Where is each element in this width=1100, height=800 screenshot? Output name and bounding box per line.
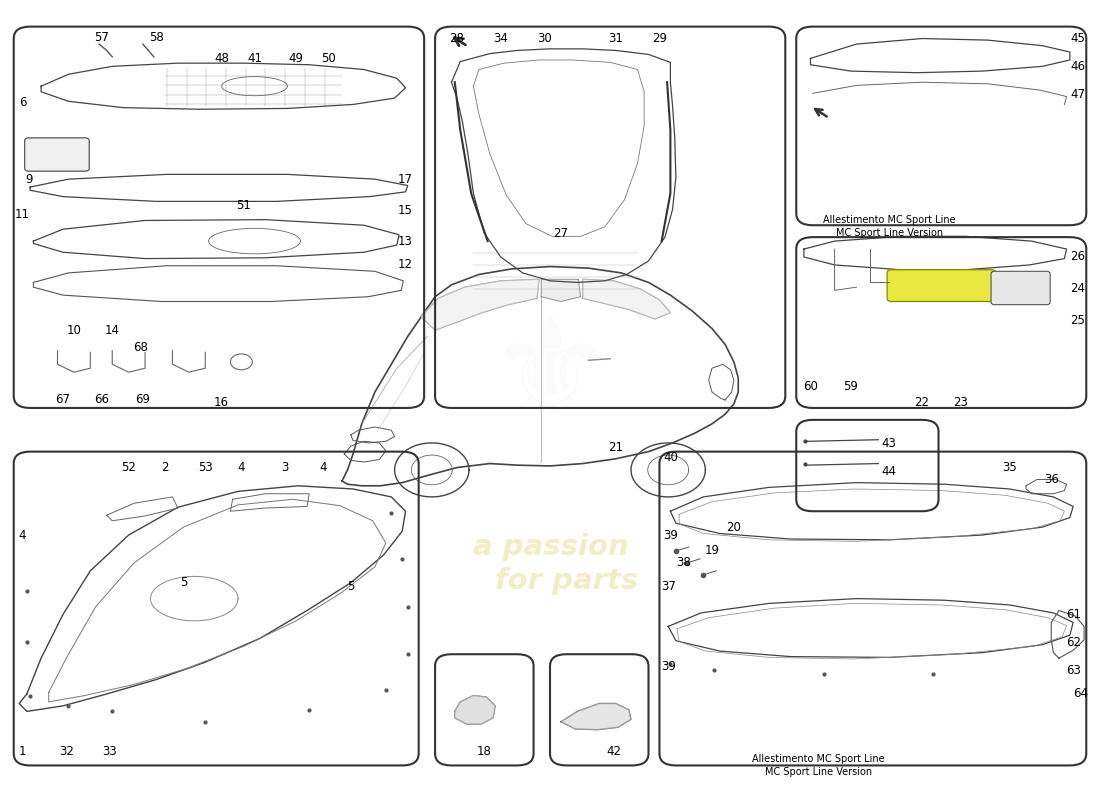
Text: 60: 60 bbox=[803, 380, 818, 393]
Text: 39: 39 bbox=[661, 660, 675, 673]
Text: 36: 36 bbox=[1044, 473, 1058, 486]
Text: 24: 24 bbox=[1070, 282, 1085, 295]
Text: 37: 37 bbox=[661, 580, 675, 593]
Text: 66: 66 bbox=[94, 394, 109, 406]
Text: 15: 15 bbox=[398, 205, 412, 218]
Text: 47: 47 bbox=[1070, 88, 1085, 101]
Text: 42: 42 bbox=[606, 745, 621, 758]
Polygon shape bbox=[583, 279, 670, 319]
Text: Allestimento MC Sport Line
MC Sport Line Version: Allestimento MC Sport Line MC Sport Line… bbox=[823, 215, 956, 238]
Text: 14: 14 bbox=[104, 323, 120, 337]
Text: 26: 26 bbox=[1070, 250, 1085, 263]
Text: 67: 67 bbox=[55, 394, 70, 406]
Text: 40: 40 bbox=[663, 450, 678, 464]
Text: 38: 38 bbox=[676, 556, 691, 570]
Text: 2: 2 bbox=[161, 461, 168, 474]
Text: 12: 12 bbox=[398, 258, 412, 271]
Text: 30: 30 bbox=[537, 32, 552, 45]
Text: 59: 59 bbox=[844, 380, 858, 393]
Text: 32: 32 bbox=[58, 745, 74, 758]
Text: 25: 25 bbox=[1070, 314, 1085, 327]
Text: 5: 5 bbox=[179, 576, 187, 590]
Text: 43: 43 bbox=[882, 437, 896, 450]
Text: 4: 4 bbox=[238, 461, 245, 474]
Text: 3: 3 bbox=[282, 461, 289, 474]
Text: 34: 34 bbox=[493, 32, 508, 45]
Text: for parts: for parts bbox=[495, 567, 638, 595]
Text: 35: 35 bbox=[1002, 461, 1018, 474]
Text: 13: 13 bbox=[398, 234, 412, 248]
Text: 39: 39 bbox=[663, 529, 678, 542]
Text: 53: 53 bbox=[198, 461, 212, 474]
Polygon shape bbox=[541, 279, 581, 302]
Text: 51: 51 bbox=[236, 199, 251, 212]
Text: 10: 10 bbox=[66, 323, 81, 337]
Text: 46: 46 bbox=[1070, 60, 1085, 73]
Text: 61: 61 bbox=[1066, 608, 1080, 621]
Text: 68: 68 bbox=[133, 341, 148, 354]
Text: 58: 58 bbox=[148, 31, 164, 44]
Text: 50: 50 bbox=[321, 52, 337, 65]
Text: 9: 9 bbox=[25, 173, 33, 186]
Text: 20: 20 bbox=[726, 521, 741, 534]
FancyBboxPatch shape bbox=[887, 270, 996, 302]
Text: 31: 31 bbox=[608, 32, 623, 45]
Polygon shape bbox=[421, 279, 539, 330]
Text: 52: 52 bbox=[121, 461, 136, 474]
Text: 16: 16 bbox=[214, 396, 229, 409]
Text: 4: 4 bbox=[320, 461, 327, 474]
FancyBboxPatch shape bbox=[24, 138, 89, 171]
Text: 19: 19 bbox=[704, 545, 719, 558]
Text: 11: 11 bbox=[15, 208, 30, 222]
Text: 1: 1 bbox=[19, 745, 26, 758]
Text: 28: 28 bbox=[450, 32, 464, 45]
Text: 29: 29 bbox=[652, 32, 667, 45]
Text: 21: 21 bbox=[608, 441, 624, 454]
Text: 22: 22 bbox=[914, 396, 929, 409]
Text: 57: 57 bbox=[94, 31, 109, 44]
Text: 62: 62 bbox=[1066, 636, 1080, 649]
Text: 69: 69 bbox=[135, 394, 151, 406]
Text: 48: 48 bbox=[214, 52, 229, 65]
Text: 49: 49 bbox=[288, 52, 304, 65]
Text: 64: 64 bbox=[1074, 687, 1088, 701]
Text: Allestimento MC Sport Line
MC Sport Line Version: Allestimento MC Sport Line MC Sport Line… bbox=[751, 754, 884, 777]
Text: 63: 63 bbox=[1066, 664, 1080, 677]
FancyBboxPatch shape bbox=[991, 271, 1050, 305]
Text: 27: 27 bbox=[553, 226, 569, 240]
Text: 45: 45 bbox=[1070, 32, 1085, 45]
Text: 44: 44 bbox=[882, 465, 896, 478]
Text: ⚜: ⚜ bbox=[487, 309, 613, 444]
Text: 4: 4 bbox=[19, 529, 26, 542]
Polygon shape bbox=[561, 703, 631, 730]
Text: 5: 5 bbox=[348, 580, 354, 593]
Text: 17: 17 bbox=[398, 173, 412, 186]
Text: 18: 18 bbox=[477, 745, 492, 758]
Polygon shape bbox=[454, 695, 495, 724]
Text: a passion: a passion bbox=[473, 533, 629, 561]
Text: 6: 6 bbox=[19, 95, 26, 109]
Text: 23: 23 bbox=[953, 396, 968, 409]
Text: 33: 33 bbox=[102, 745, 118, 758]
Text: 41: 41 bbox=[248, 52, 262, 65]
